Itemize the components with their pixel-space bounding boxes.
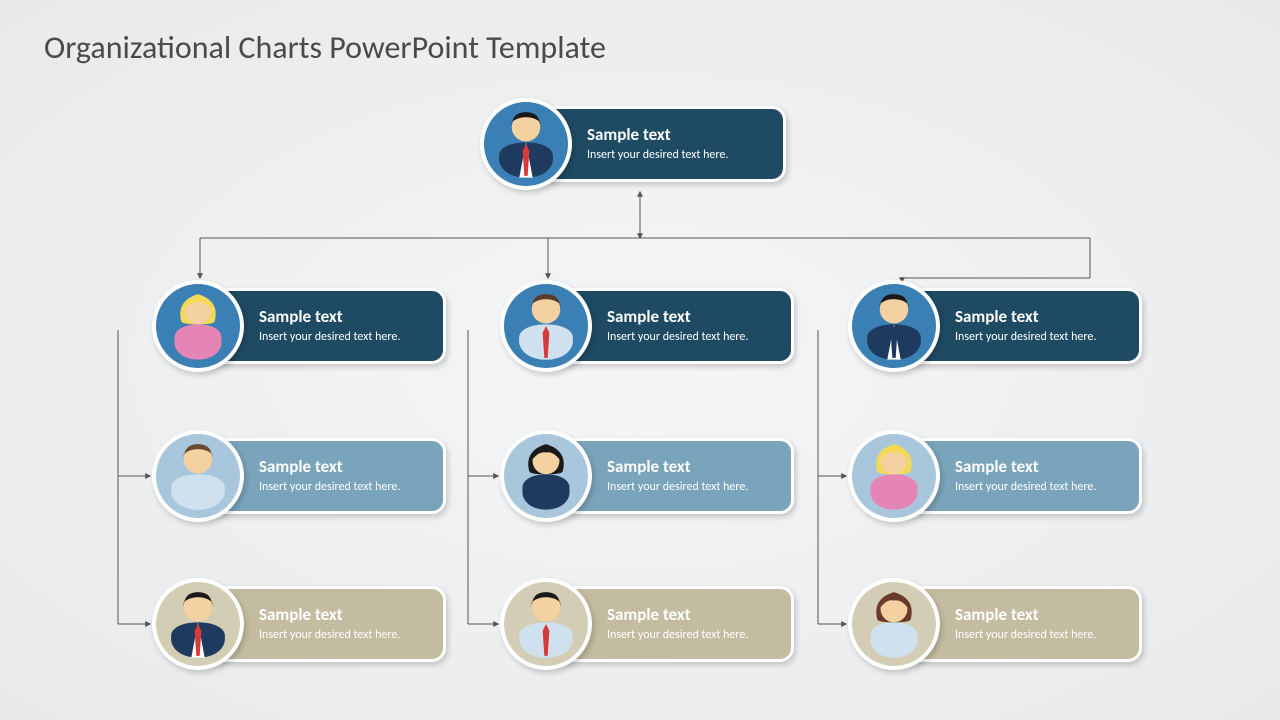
org-card-c3r2: Sample text Insert your desired text her… — [848, 430, 1142, 522]
avatar-icon — [848, 280, 940, 372]
org-card-c1r3: Sample text Insert your desired text her… — [152, 578, 446, 670]
org-card-top: Sample text Insert your desired text her… — [480, 98, 786, 190]
avatar-icon — [500, 578, 592, 670]
avatar-icon — [152, 578, 244, 670]
card-subtitle: Insert your desired text here. — [259, 330, 423, 346]
card-title: Sample text — [259, 605, 423, 625]
avatar-icon — [500, 280, 592, 372]
card-title: Sample text — [955, 307, 1119, 327]
card-title: Sample text — [955, 605, 1119, 625]
card-title: Sample text — [607, 457, 771, 477]
card-subtitle: Insert your desired text here. — [607, 330, 771, 346]
org-card-c1r1: Sample text Insert your desired text her… — [152, 280, 446, 372]
card-title: Sample text — [587, 125, 763, 145]
avatar-icon — [152, 280, 244, 372]
avatar-icon — [500, 430, 592, 522]
card-title: Sample text — [259, 457, 423, 477]
card-title: Sample text — [607, 605, 771, 625]
org-card-c2r1: Sample text Insert your desired text her… — [500, 280, 794, 372]
card-title: Sample text — [955, 457, 1119, 477]
avatar-icon — [152, 430, 244, 522]
org-card-c1r2: Sample text Insert your desired text her… — [152, 430, 446, 522]
org-card-c2r2: Sample text Insert your desired text her… — [500, 430, 794, 522]
card-subtitle: Insert your desired text here. — [955, 330, 1119, 346]
avatar-icon — [848, 430, 940, 522]
card-subtitle: Insert your desired text here. — [955, 628, 1119, 644]
card-subtitle: Insert your desired text here. — [955, 480, 1119, 496]
card-subtitle: Insert your desired text here. — [587, 148, 763, 164]
slide-title: Organizational Charts PowerPoint Templat… — [44, 28, 606, 67]
card-subtitle: Insert your desired text here. — [259, 628, 423, 644]
org-card-c2r3: Sample text Insert your desired text her… — [500, 578, 794, 670]
org-card-c3r1: Sample text Insert your desired text her… — [848, 280, 1142, 372]
card-subtitle: Insert your desired text here. — [259, 480, 423, 496]
avatar-icon — [480, 98, 572, 190]
card-subtitle: Insert your desired text here. — [607, 480, 771, 496]
card-title: Sample text — [607, 307, 771, 327]
card-title: Sample text — [259, 307, 423, 327]
avatar-icon — [848, 578, 940, 670]
org-card-c3r3: Sample text Insert your desired text her… — [848, 578, 1142, 670]
card-subtitle: Insert your desired text here. — [607, 628, 771, 644]
